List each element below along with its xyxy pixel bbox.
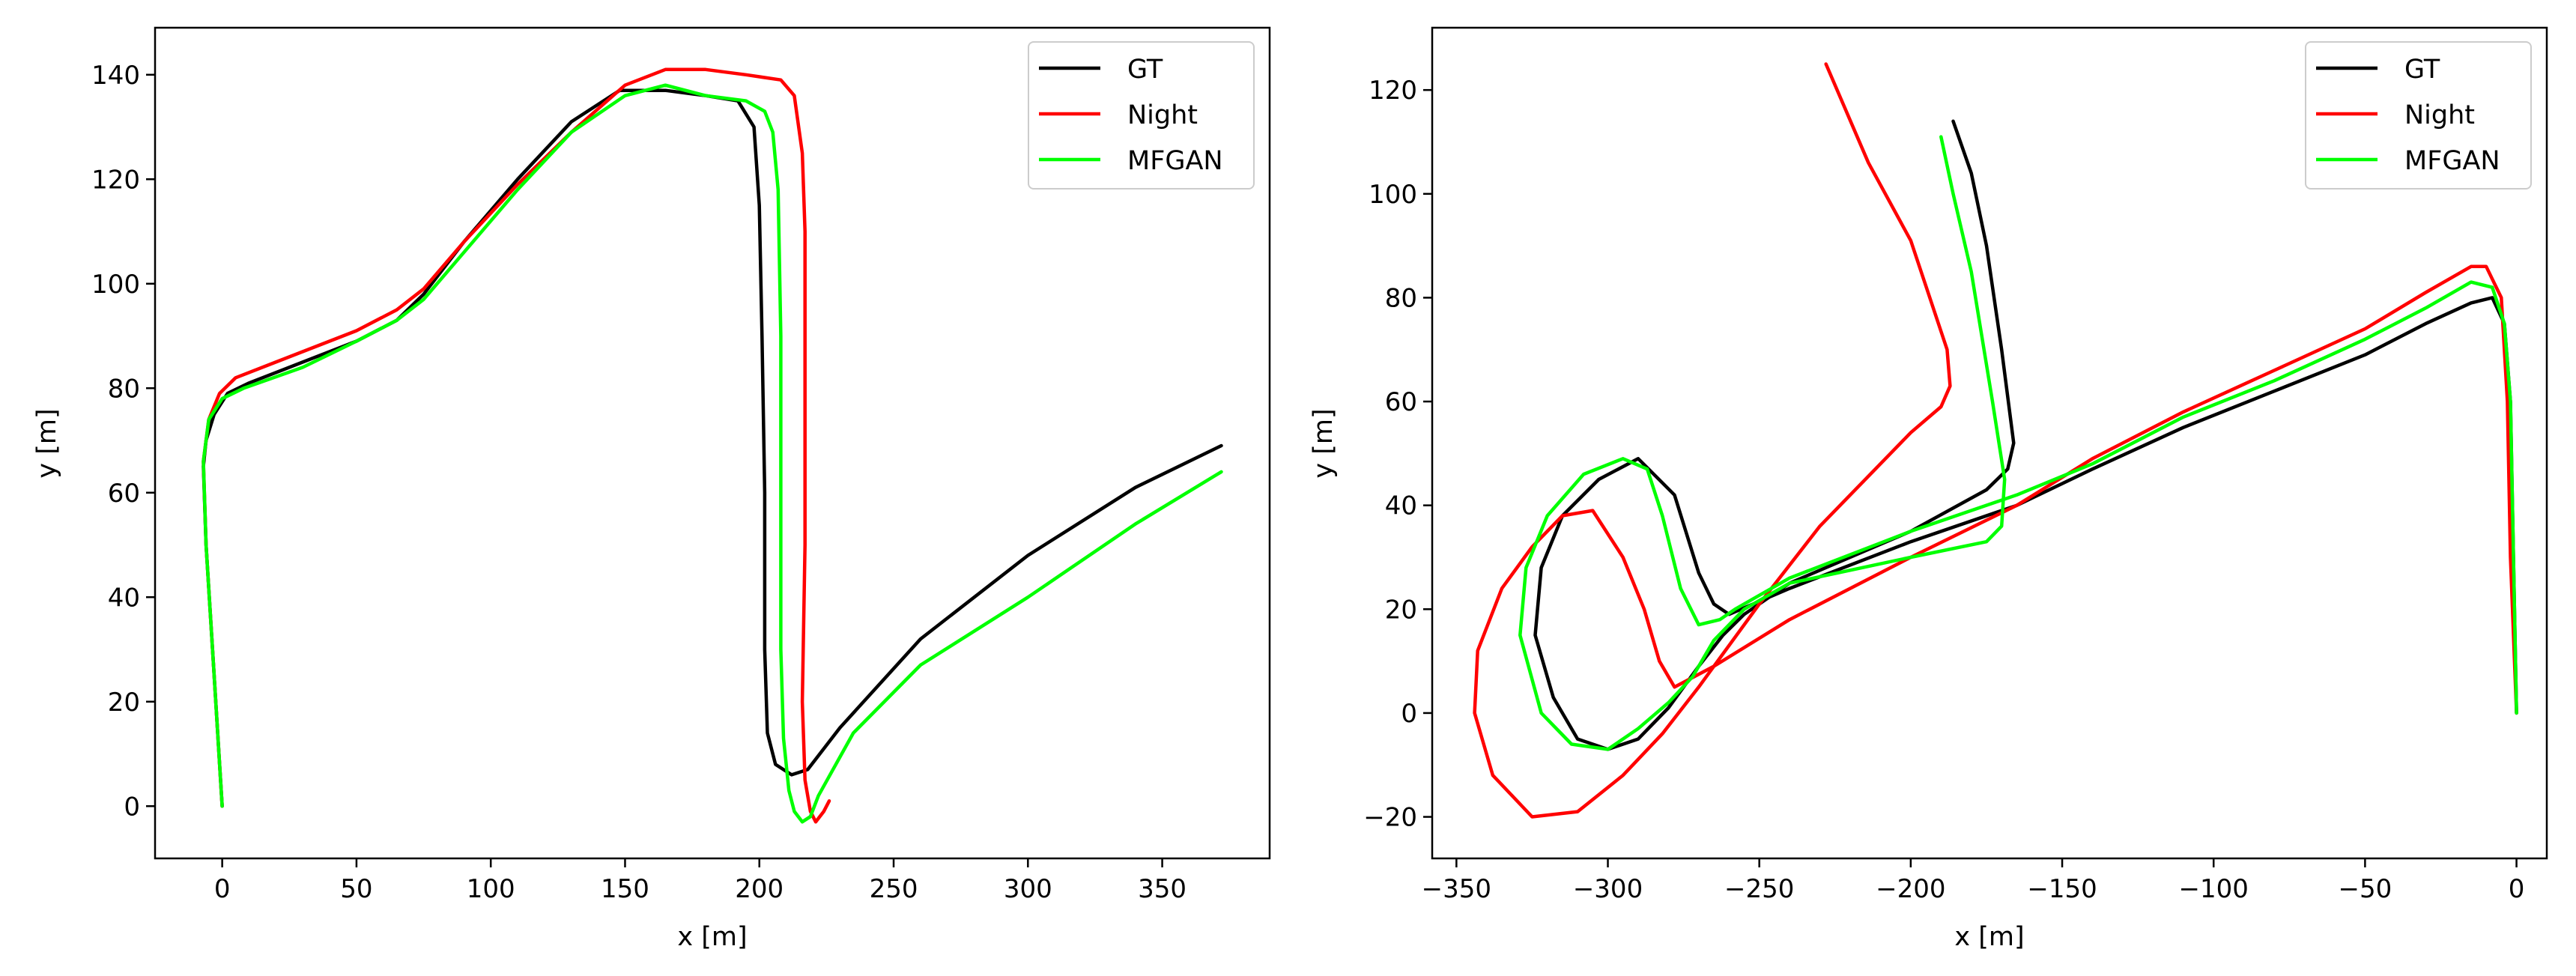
right-y-tick-label: 0 (1401, 699, 1417, 729)
left-legend-gt-label: GT (1127, 55, 1163, 85)
left-plot-legend: GT Night MFGAN (1028, 41, 1255, 190)
right-y-tick-label: 20 (1385, 595, 1417, 625)
left-y-tick-label: 100 (91, 270, 140, 300)
right-y-tick-label: 80 (1385, 283, 1417, 313)
left-y-tick-label: 40 (108, 583, 140, 613)
right-y-tick-label: 120 (1369, 76, 1417, 106)
left-y-tick-label: 140 (91, 61, 140, 91)
left-y-axis-label: y [m] (32, 408, 62, 478)
right-x-tick-label: −50 (2339, 874, 2392, 904)
right-trajectory-plot: −350 −300 −250 −200 −150 −100 −50 0−20020406080… (1309, 26, 2548, 952)
left-series-night-line (201, 67, 831, 824)
right-plot-ticks: −350 −300 −250 −200 −150 −100 −50 0−20020406080… (1363, 76, 2524, 904)
right-x-tick-label: −350 (1422, 874, 1491, 904)
left-y-tick-label: 20 (108, 688, 140, 718)
right-series-night-line (1473, 62, 2518, 819)
left-y-tick-label: 60 (108, 479, 140, 509)
right-x-tick-label: −250 (1724, 874, 1794, 904)
right-legend-night-label: Night (2404, 100, 2475, 130)
right-legend-mfgan-label: MFGAN (2404, 146, 2500, 176)
left-plot-ticks: 0 50 100 150 200 250 300 350 0 20 40 60 80 100 120 140 (91, 61, 1187, 904)
right-x-tick-label: −150 (2027, 874, 2097, 904)
right-y-tick-label: 60 (1385, 387, 1417, 417)
left-series-gt-line (201, 88, 1223, 808)
right-x-tick-label: −300 (1573, 874, 1643, 904)
right-plot-frame (1431, 26, 2548, 860)
right-x-tick-label: −200 (1876, 874, 1945, 904)
right-plot-legend: GT Night MFGAN (2305, 41, 2532, 190)
right-legend-gt-label: GT (2404, 55, 2440, 85)
left-x-tick-label: 350 (1138, 874, 1187, 904)
right-y-tick-label: −20 (1363, 803, 1417, 833)
right-x-tick-label: 0 (2509, 874, 2525, 904)
left-x-tick-label: 0 (214, 874, 231, 904)
left-x-tick-label: 300 (1004, 874, 1052, 904)
left-legend-box (1028, 41, 1255, 190)
right-x-tick-label: −100 (2179, 874, 2249, 904)
left-x-tick-label: 200 (735, 874, 784, 904)
left-legend-night-label: Night (1127, 100, 1198, 130)
left-plot-frame (154, 26, 1271, 860)
right-plot-series (1473, 62, 2518, 819)
right-series-gt-line (1533, 119, 2518, 751)
left-y-tick-label: 120 (91, 165, 140, 195)
left-x-tick-label: 150 (601, 874, 649, 904)
left-x-axis-label: x [m] (677, 922, 747, 952)
left-x-tick-label: 50 (340, 874, 372, 904)
left-plot-series (201, 67, 1223, 824)
right-y-tick-label: 100 (1369, 180, 1417, 210)
right-legend-box (2305, 41, 2532, 190)
left-x-tick-label: 250 (870, 874, 918, 904)
left-y-tick-label: 0 (124, 792, 140, 822)
left-series-mfgan-line (201, 83, 1223, 824)
right-y-tick-label: 40 (1385, 491, 1417, 521)
right-x-axis-label: x [m] (1954, 922, 2024, 952)
right-series-mfgan-line (1518, 135, 2518, 751)
right-y-axis-label: y [m] (1309, 408, 1339, 478)
left-y-tick-label: 80 (108, 374, 140, 404)
left-x-tick-label: 100 (467, 874, 515, 904)
left-legend-mfgan-label: MFGAN (1127, 146, 1223, 176)
left-trajectory-plot: 0 50 100 150 200 250 300 350020406080100120140 … (32, 26, 1271, 952)
